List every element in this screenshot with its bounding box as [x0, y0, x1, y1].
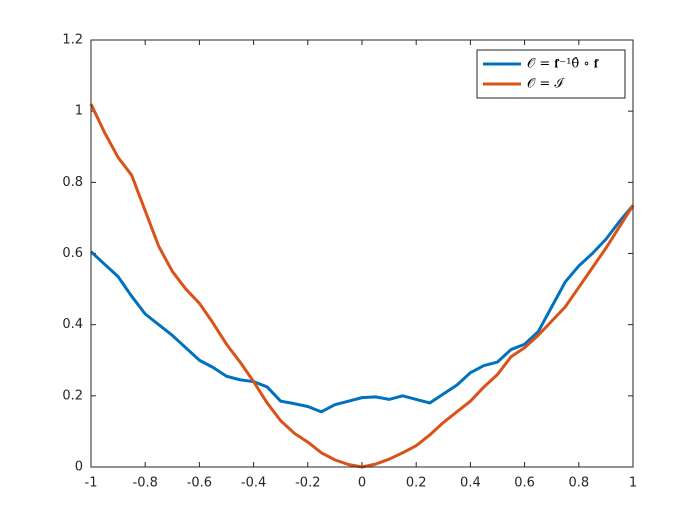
- plot-area: [91, 40, 633, 467]
- y-tick-label: 1.2: [62, 33, 83, 48]
- x-tick-label: -0.6: [187, 476, 212, 491]
- legend-box: [476, 49, 626, 99]
- legend-label: 𝒪 = ℐ: [527, 77, 565, 92]
- y-tick-label: 0.4: [62, 317, 83, 332]
- x-tick-label: -0.2: [295, 476, 320, 491]
- y-tick-label: 0.6: [62, 246, 83, 261]
- x-tick-label: -1: [85, 476, 98, 491]
- series-line: [89, 204, 635, 414]
- axes-box: [90, 39, 634, 468]
- x-tick-label: -0.4: [241, 476, 266, 491]
- x-tick-label: 0.2: [406, 476, 427, 491]
- y-tick-label: 0.8: [62, 175, 83, 190]
- y-tick-label: 0.2: [62, 388, 83, 403]
- x-tick-label: 0.8: [568, 476, 589, 491]
- y-tick-label: 0: [75, 460, 83, 475]
- x-tick-label: -0.8: [133, 476, 158, 491]
- x-tick-label: 0.4: [460, 476, 481, 491]
- legend-label: 𝒪 = 𝐟̂⁻¹θ̂ ∘ 𝐟: [527, 57, 599, 72]
- x-tick-label: 0: [358, 476, 366, 491]
- y-tick-label: 1: [75, 104, 83, 119]
- x-tick-label: 1: [629, 476, 637, 491]
- x-tick-label: 0.6: [514, 476, 535, 491]
